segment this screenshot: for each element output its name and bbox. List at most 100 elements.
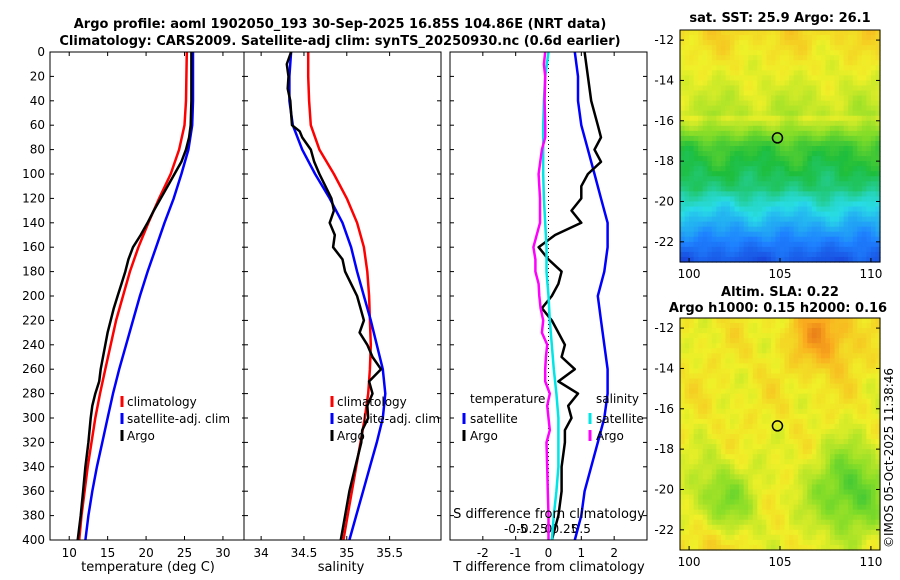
map-cell [807,368,813,375]
map-cell [802,125,808,132]
map-cell [852,484,858,491]
map-cell [720,469,727,475]
map-cell [784,171,790,177]
map-cell [861,388,867,395]
x-tick-label: 35 [339,546,354,560]
map-cell [875,110,881,117]
map-cell [798,333,804,339]
map-cell [807,343,813,349]
map-cell [857,499,863,506]
map-cell [811,181,817,187]
map-cell [802,65,808,71]
map-cell [870,181,877,187]
map-cell [857,343,863,349]
map-cell [789,413,795,420]
map-cell [866,95,872,102]
map-cell [702,100,708,107]
map-cell [789,95,795,102]
map-cell [739,216,745,223]
map-cell [820,206,827,213]
map-cell [857,40,863,46]
series-line-climatology [77,51,189,541]
map-cell [843,323,849,329]
map-cell [693,30,699,36]
map-cell [861,125,867,132]
map-cell [725,519,731,526]
map-cell [698,105,704,112]
map-cell [861,75,867,82]
map-cell [870,333,877,339]
map-cell [852,444,858,450]
map-cell [684,55,690,61]
map-cell [734,65,740,71]
map-cell [816,191,822,198]
map-cell [775,226,781,233]
map-cell [734,348,740,354]
map-cell [811,469,817,475]
map-cell [752,398,758,405]
map-cell [848,353,854,359]
map-cell [752,241,758,248]
map-cell [720,85,727,92]
map-cell [798,464,804,470]
map-cell [725,383,731,390]
map-cell [720,166,727,172]
map-cell [739,348,745,354]
map-cell [693,236,699,243]
map-cell [857,459,863,465]
map-cell [734,191,740,198]
map-cell [720,323,727,329]
map-cell [793,156,799,162]
map-cell [739,100,745,107]
map-cell [730,348,736,354]
map-cell [780,323,786,329]
map-cell [857,479,863,486]
map-cell [720,171,727,177]
map-cell [866,343,872,349]
map-cell [834,140,840,147]
map-cell [852,156,858,162]
map-cell [743,186,749,192]
map-cell [689,413,695,420]
map-cell [866,398,872,405]
map-cell [875,318,881,324]
temperature-panel: 0204060801001201401601802002202402602803… [22,45,247,560]
map-cell [707,368,713,375]
map-cell [739,398,745,405]
map-cell [866,423,872,430]
map-cell [843,428,849,435]
map-cell [830,125,836,132]
map-cell [866,90,872,97]
map-cell [680,211,686,218]
map-cell [802,181,808,187]
map-cell [848,221,854,228]
map-cell [748,176,754,182]
map-cell [825,544,831,551]
map-cell [789,80,795,87]
map-cell [766,408,772,415]
map-cell [830,231,836,238]
map-cell [811,338,817,344]
map-cell [770,60,777,66]
map-cell [843,434,849,440]
map-cell [720,80,727,87]
map-cell [775,323,781,329]
map-cell [734,166,740,172]
map-cell [702,388,708,395]
map-cell [757,363,763,370]
map-cell [825,393,831,400]
map-cell [684,318,690,324]
map-cell [766,60,772,66]
map-cell [798,75,804,82]
map-cell [766,418,772,425]
map-cell [766,100,772,107]
map-cell [693,216,699,223]
map-cell [770,318,777,324]
map-cell [870,529,877,536]
map-cell [857,30,863,36]
map-cell [702,539,708,546]
map-cell [780,494,786,501]
map-cell [748,444,754,450]
map-cell [725,403,731,410]
map-cell [802,236,808,243]
